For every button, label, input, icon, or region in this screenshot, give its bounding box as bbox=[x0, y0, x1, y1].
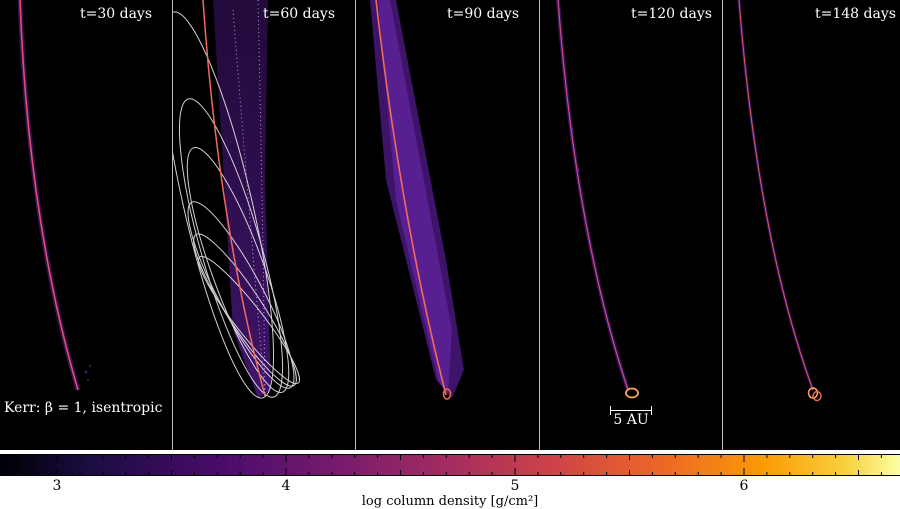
panel-divider bbox=[722, 0, 723, 450]
stream-image-t30 bbox=[17, 0, 91, 391]
run-label: Kerr: β = 1, isentropic bbox=[4, 400, 163, 416]
scale-bar-tick bbox=[651, 406, 652, 415]
stream-image-t148 bbox=[737, 0, 822, 402]
panel-t30: t=30 days Kerr: β = 1, isentropic bbox=[0, 0, 172, 450]
panel-t90: t=90 days bbox=[356, 0, 539, 450]
stream-image-t90 bbox=[370, 0, 464, 400]
colorbar bbox=[0, 454, 900, 476]
panel-t148: t=148 days bbox=[723, 0, 900, 450]
panel-time-label: t=90 days bbox=[447, 6, 520, 22]
stream-image-t120 bbox=[556, 0, 639, 399]
panel-time-label: t=60 days bbox=[263, 6, 336, 22]
panel-time-label: t=120 days bbox=[631, 6, 712, 22]
scale-bar-label: 5 AU bbox=[613, 412, 649, 428]
scale-bar-tick bbox=[610, 406, 611, 415]
simulation-panels: t=30 days Kerr: β = 1, isentropic bbox=[0, 0, 900, 450]
panel-divider bbox=[172, 0, 173, 450]
colorbar-tick-label: 5 bbox=[510, 478, 520, 494]
colorbar-tick-label: 3 bbox=[52, 478, 62, 494]
colorbar-tick-label: 6 bbox=[739, 478, 749, 494]
colorbar-ticks bbox=[10, 454, 882, 476]
panel-t120: t=120 days bbox=[540, 0, 722, 450]
panel-divider bbox=[539, 0, 540, 450]
panel-time-label: t=148 days bbox=[815, 6, 896, 22]
panel-time-label: t=30 days bbox=[80, 6, 153, 22]
colorbar-area: 3 4 5 6 log column density [g/cm²] bbox=[0, 450, 900, 509]
scale-bar-line bbox=[610, 410, 652, 411]
scale-bar: 5 AU bbox=[608, 404, 654, 434]
stream-image-t60 bbox=[173, 0, 300, 399]
colorbar-tick-label: 4 bbox=[281, 478, 291, 494]
panel-t60: t=60 days bbox=[173, 0, 355, 450]
colorbar-axis-label: log column density [g/cm²] bbox=[361, 494, 539, 509]
panel-divider bbox=[355, 0, 356, 450]
